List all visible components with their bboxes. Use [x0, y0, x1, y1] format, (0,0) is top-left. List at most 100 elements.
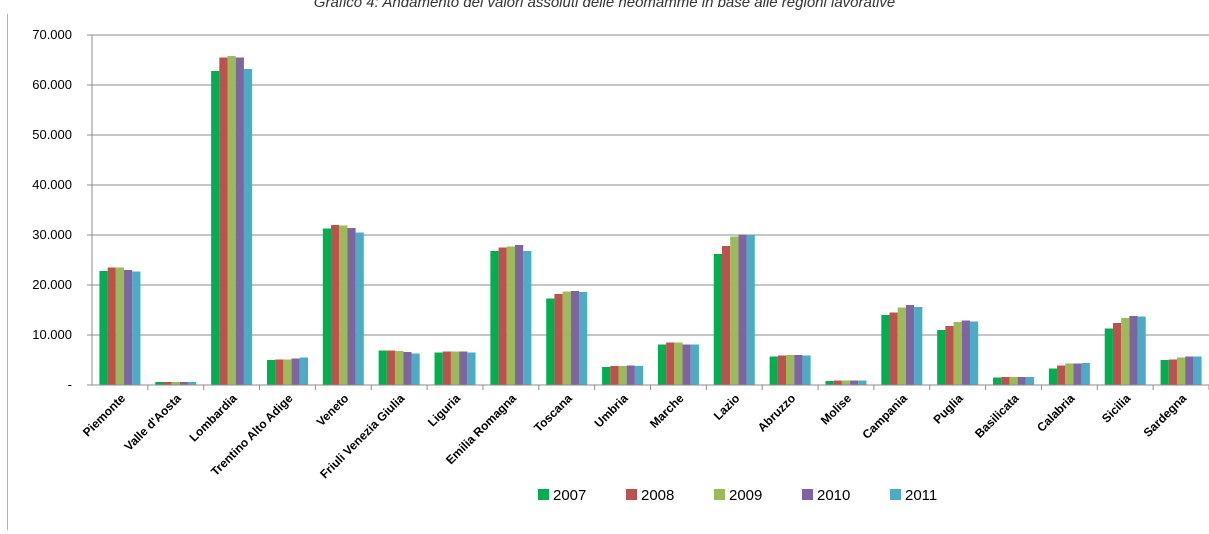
bar-liguria-2008	[442, 351, 451, 385]
category-label: Campania	[859, 391, 910, 442]
bar-sicilia-2009	[1121, 318, 1130, 385]
bar-calabria-2010	[1073, 363, 1082, 385]
bar-trentino-alto-adige-2007	[266, 360, 276, 385]
bar-lombardia-2009	[227, 56, 236, 385]
bar-friuli-venezia-giulia-2011	[411, 353, 420, 385]
y-tick-label: 10.000	[32, 327, 72, 342]
bar-sardegna-2010	[1185, 356, 1194, 385]
bar-lazio-2009	[730, 236, 739, 385]
bar-umbria-2010	[626, 365, 635, 385]
legend-swatch-2010	[802, 489, 813, 500]
legend-label-2008: 2008	[641, 487, 674, 504]
bar-lazio-2011	[746, 235, 755, 385]
bar-abruzzo-2007	[769, 356, 778, 385]
bar-sicilia-2007	[1104, 328, 1113, 385]
bar-liguria-2010	[459, 351, 468, 385]
bar-valle-d-aosta-2010	[179, 382, 189, 385]
bar-campania-2010	[905, 305, 915, 385]
bar-friuli-venezia-giulia-2010	[403, 352, 412, 385]
bar-marche-2007	[657, 344, 667, 385]
bar-valle-d-aosta-2008	[163, 382, 172, 385]
bar-molise-2009	[841, 380, 851, 385]
bar-emilia-romagna-2009	[506, 246, 515, 385]
category-label: Sicilia	[1099, 391, 1134, 426]
bar-basilicata-2009	[1009, 377, 1018, 385]
bar-trentino-alto-adige-2008	[275, 359, 284, 385]
bar-liguria-2011	[467, 352, 476, 385]
legend-label-2011: 2011	[905, 487, 937, 504]
bar-valle-d-aosta-2011	[188, 382, 197, 385]
category-label: Abruzzo	[755, 391, 798, 434]
bar-veneto-2010	[347, 228, 356, 385]
bar-molise-2010	[850, 380, 859, 385]
bar-lazio-2007	[713, 254, 722, 385]
y-tick-label: 20.000	[32, 277, 72, 292]
category-label: Valle d'Aosta	[122, 391, 185, 454]
bar-veneto-2007	[322, 228, 332, 385]
bar-basilicata-2011	[1025, 377, 1035, 385]
bar-trentino-alto-adige-2010	[291, 358, 300, 385]
bar-piemonte-2007	[99, 271, 108, 385]
bar-valle-d-aosta-2007	[155, 382, 164, 385]
bar-piemonte-2009	[115, 267, 125, 385]
bar-calabria-2009	[1065, 363, 1074, 385]
bar-puglia-2009	[953, 322, 962, 385]
bar-abruzzo-2008	[777, 355, 787, 385]
bar-puglia-2007	[937, 330, 946, 385]
bar-abruzzo-2009	[786, 355, 795, 385]
category-label: Umbria	[592, 391, 631, 430]
bar-toscana-2007	[546, 298, 555, 385]
bar-campania-2011	[914, 307, 923, 385]
bar-umbria-2009	[618, 366, 627, 385]
legend-swatch-2007	[538, 489, 549, 500]
bar-calabria-2007	[1048, 368, 1058, 385]
bar-toscana-2009	[562, 291, 571, 385]
bar-basilicata-2008	[1001, 377, 1010, 385]
legend: 2007 2008 2009 2010 2011	[538, 487, 937, 504]
y-tick-label: 70.000	[32, 27, 72, 42]
legend-swatch-2009	[714, 489, 725, 500]
bar-marche-2011	[690, 344, 699, 385]
category-label: Lombardia	[186, 391, 240, 445]
bar-marche-2010	[682, 344, 691, 385]
bar-campania-2009	[897, 307, 906, 385]
bar-emilia-romagna-2008	[498, 247, 507, 385]
bar-lazio-2010	[738, 234, 747, 385]
bar-piemonte-2008	[107, 267, 116, 385]
y-tick-label: 60.000	[32, 77, 72, 92]
bar-sicilia-2010	[1129, 316, 1138, 385]
bar-emilia-romagna-2010	[514, 245, 524, 385]
category-label: Calabria	[1034, 391, 1078, 435]
bar-toscana-2011	[579, 292, 588, 385]
bar-friuli-venezia-giulia-2009	[395, 351, 404, 385]
category-label: Toscana	[531, 391, 575, 435]
category-label: Piemonte	[80, 391, 128, 439]
bar-liguria-2007	[434, 352, 443, 385]
bar-sardegna-2007	[1160, 360, 1169, 385]
bar-puglia-2010	[961, 320, 970, 385]
bar-trentino-alto-adige-2011	[299, 357, 308, 385]
category-label: Lazio	[711, 391, 743, 423]
bar-trentino-alto-adige-2009	[283, 359, 292, 385]
bar-piemonte-2010	[124, 270, 133, 385]
bar-umbria-2011	[634, 366, 644, 385]
bar-liguria-2009	[450, 351, 460, 385]
bar-valle-d-aosta-2009	[171, 382, 180, 385]
bar-lombardia-2008	[219, 57, 228, 385]
bar-puglia-2008	[945, 326, 954, 385]
bar-umbria-2007	[602, 367, 611, 385]
category-label: Veneto	[314, 391, 352, 429]
bar-friuli-venezia-giulia-2008	[386, 350, 396, 385]
bar-friuli-venezia-giulia-2007	[378, 350, 387, 385]
bar-sardegna-2011	[1193, 356, 1202, 385]
bar-lombardia-2007	[211, 71, 220, 385]
bar-molise-2007	[825, 381, 834, 385]
bar-basilicata-2010	[1017, 377, 1026, 385]
chart-frame	[7, 14, 1204, 530]
bar-veneto-2008	[331, 225, 340, 385]
y-tick-label: 50.000	[32, 127, 72, 142]
chart-title: Grafico 4: Andamento dei valori assoluti…	[313, 0, 896, 11]
bar-abruzzo-2010	[794, 355, 803, 385]
bar-campania-2007	[881, 315, 890, 385]
